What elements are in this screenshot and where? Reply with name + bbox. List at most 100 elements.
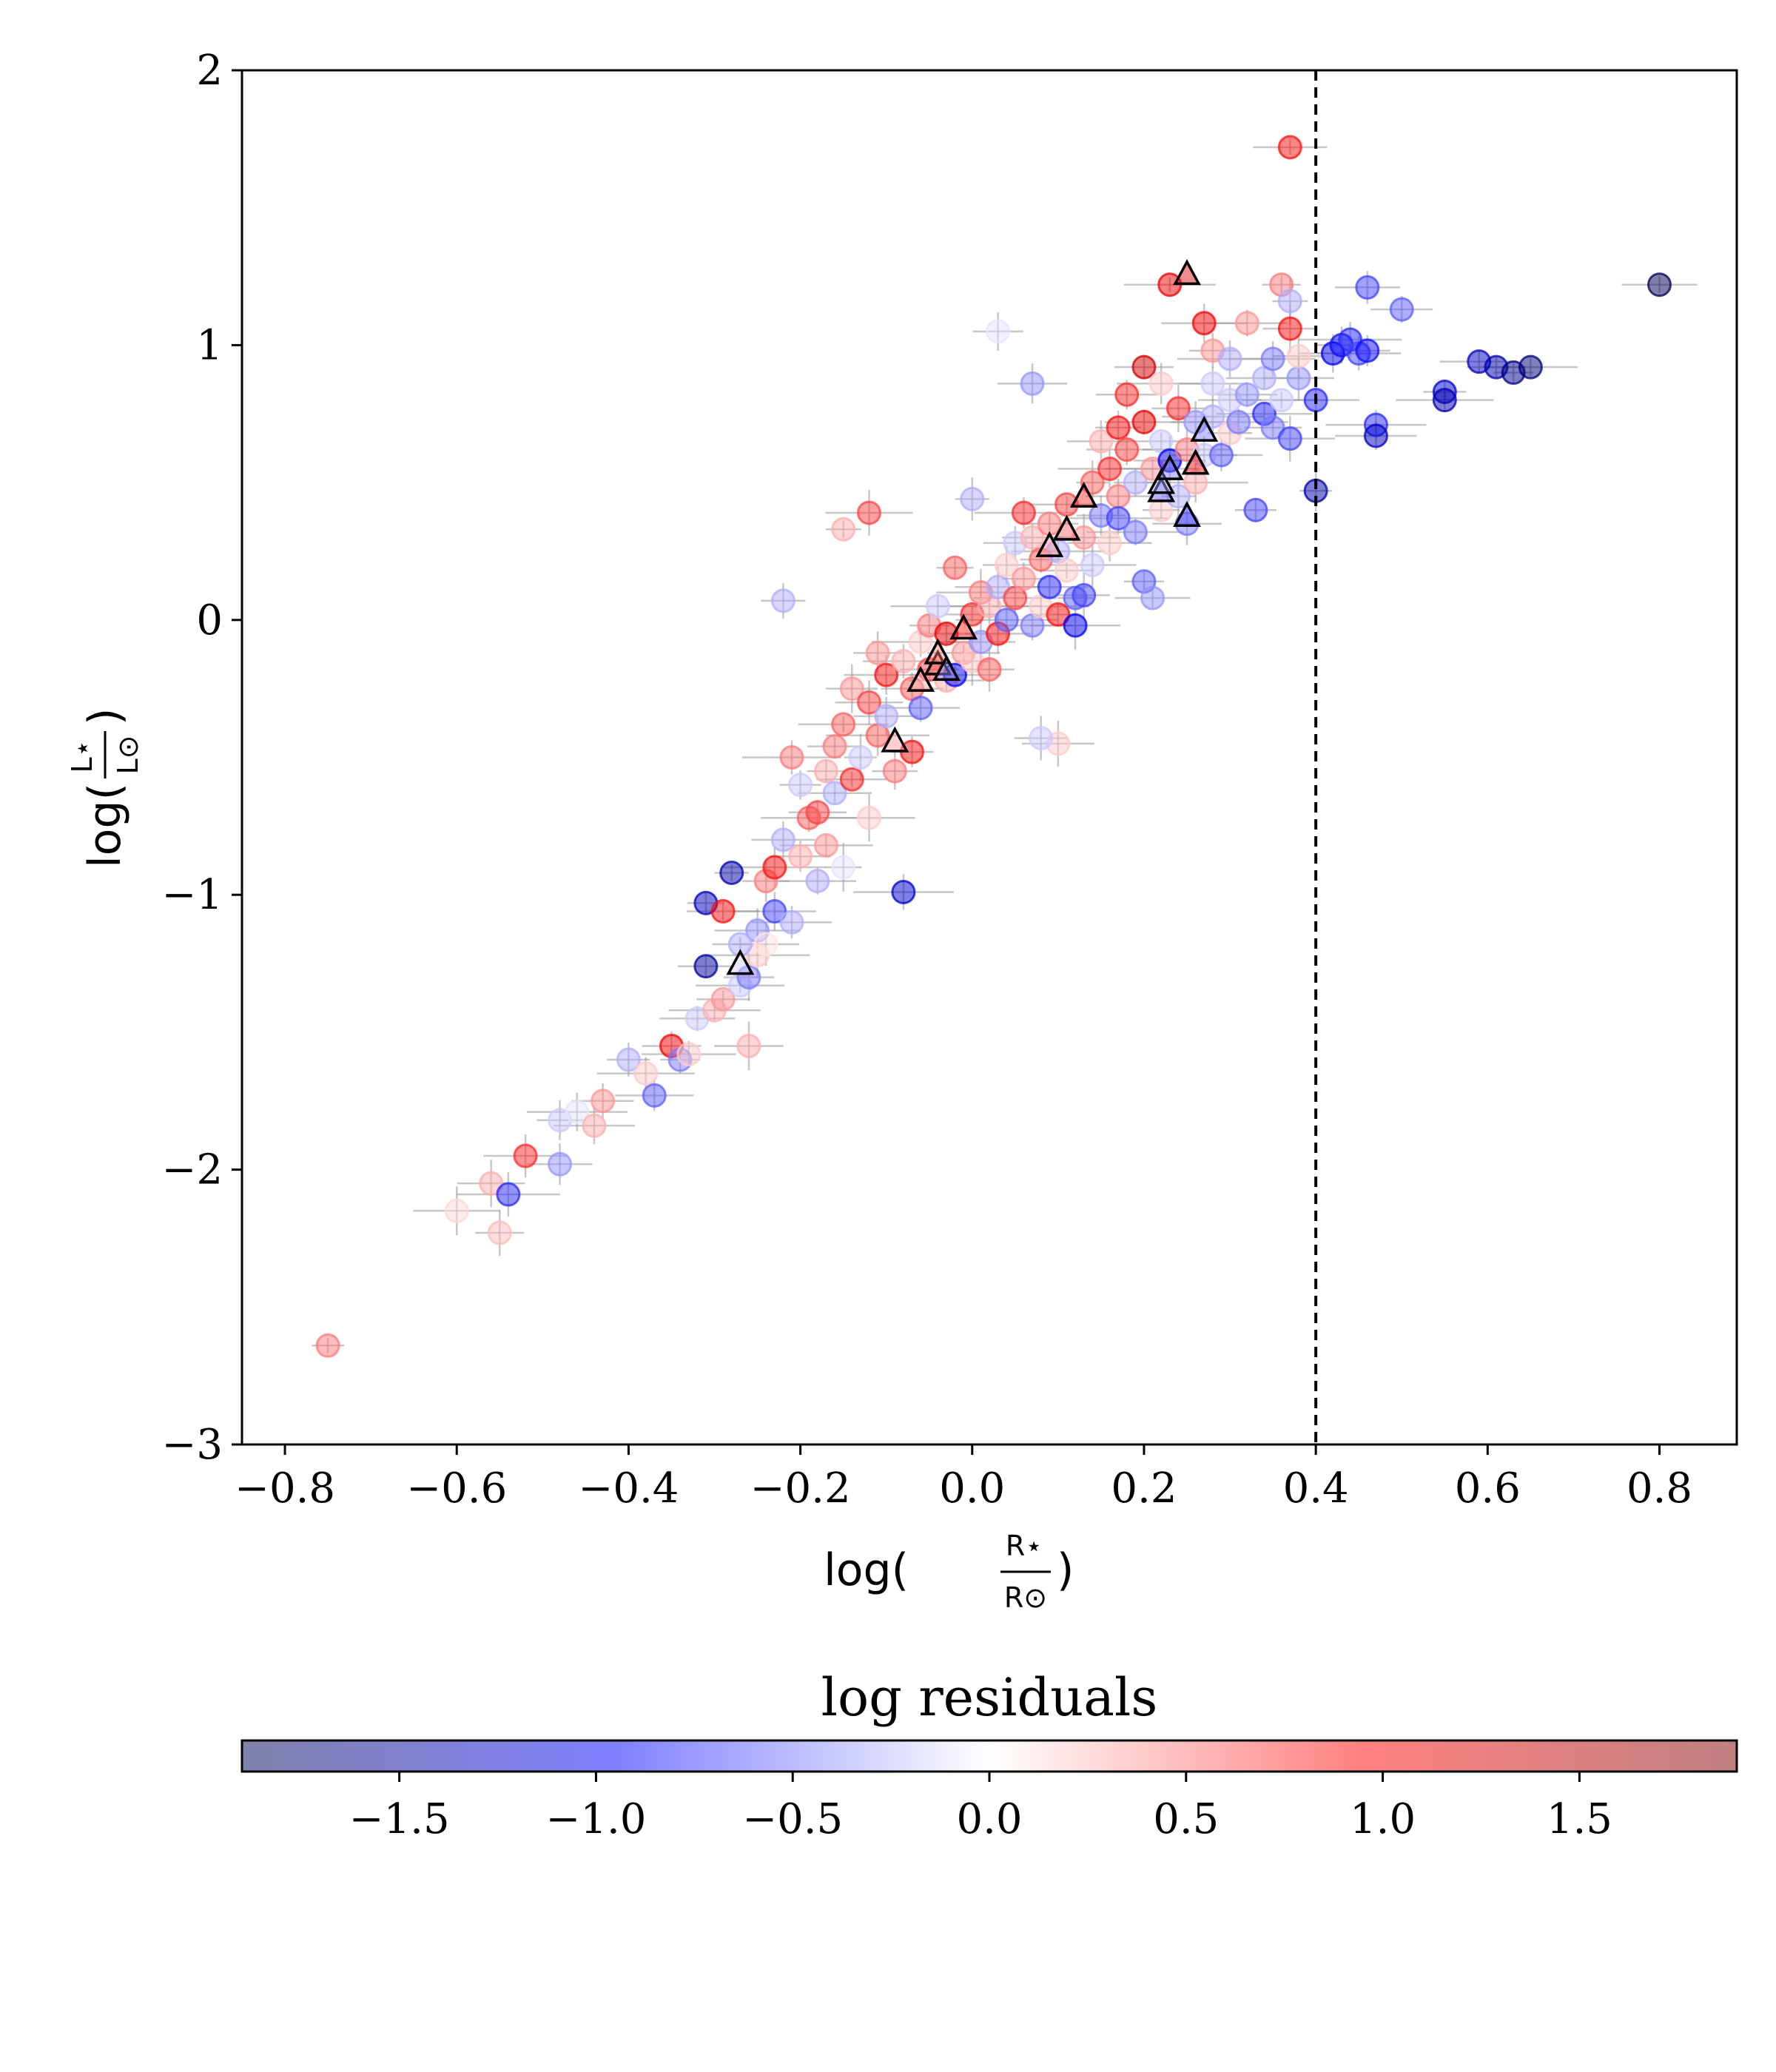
data-point [727, 932, 753, 957]
data-point [848, 745, 873, 770]
y-tick-label: 1 [196, 321, 223, 369]
data-point [676, 1042, 702, 1067]
data-point [960, 486, 985, 511]
data-point [1183, 470, 1208, 495]
data-point [1355, 275, 1380, 300]
data-point [1243, 497, 1268, 522]
plot-area: −0.8 −0.6 −0.4 −0.2 0.0 0.2 0.4 0.6 0.8 2 1 0 −1 −2 −… [161, 47, 1738, 1513]
triangle-markers [726, 259, 1219, 975]
x-axis-title-suffix: ) [1057, 1544, 1074, 1596]
data-point [642, 1083, 667, 1108]
colorbar-tick-label: 1.5 [1547, 1795, 1612, 1843]
data-point [616, 1047, 641, 1072]
data-point [1234, 311, 1259, 336]
x-tick-label: 0.2 [1111, 1464, 1177, 1513]
data-point [994, 553, 1019, 578]
data-point [822, 781, 847, 806]
data-point [1037, 574, 1062, 599]
data-point [1277, 316, 1302, 341]
data-point [315, 1333, 340, 1358]
data-point [693, 954, 719, 979]
data-point [874, 662, 899, 687]
triangle-marker [1173, 500, 1201, 528]
y-axis-ticks: 2 1 0 −1 −2 −3 [161, 47, 242, 1469]
triangle-marker [906, 665, 935, 692]
data-point [1131, 354, 1157, 380]
data-point [908, 696, 933, 721]
data-point [1226, 409, 1251, 434]
y-axis-title-numerator: L⋆ [66, 740, 98, 773]
data-point [1063, 613, 1088, 638]
triangle-marker [1155, 454, 1184, 480]
data-point [839, 767, 864, 792]
data-point [865, 640, 890, 665]
data-point [1097, 457, 1123, 482]
data-point [1089, 428, 1114, 454]
data-point [719, 860, 744, 885]
data-point [831, 855, 856, 880]
data-point [1277, 426, 1302, 451]
data-point [1217, 346, 1242, 371]
data-point [891, 649, 916, 674]
data-point [1097, 531, 1123, 556]
data-point [813, 758, 838, 784]
data-point [582, 1113, 607, 1138]
data-point [925, 593, 950, 619]
data-point [943, 555, 968, 580]
data-point [882, 758, 907, 784]
data-point [1208, 443, 1234, 468]
triangle-marker [1052, 514, 1081, 541]
data-point [736, 1033, 761, 1058]
data-point [1148, 371, 1174, 396]
data-point [779, 745, 804, 770]
data-point [1106, 505, 1131, 531]
data-point [788, 773, 813, 798]
data-point [1123, 470, 1148, 495]
triangle-marker [726, 949, 755, 975]
data-point [1647, 272, 1672, 297]
triangle-marker [932, 654, 961, 682]
x-tick-label: 0.8 [1627, 1464, 1692, 1513]
data-point [1277, 135, 1302, 160]
triangle-marker [924, 638, 952, 665]
data-point [1269, 388, 1294, 413]
data-point [1080, 553, 1105, 578]
colorbar-tick-label: 0.0 [956, 1795, 1022, 1843]
y-axis-title-prefix: log( [79, 783, 131, 868]
x-tick-label: −0.8 [235, 1464, 335, 1513]
y-axis-title-suffix: ) [79, 708, 131, 725]
data-point [891, 879, 916, 904]
data-point [487, 1220, 512, 1245]
data-point [1072, 582, 1097, 608]
data-point [710, 986, 736, 1012]
triangle-marker [949, 613, 978, 640]
data-point [1140, 585, 1166, 610]
data-point [565, 1100, 590, 1125]
data-point [1166, 396, 1191, 421]
data-point [788, 844, 813, 869]
data-point [770, 827, 796, 852]
plot-background [242, 70, 1737, 1444]
data-point [779, 909, 804, 935]
data-point [770, 588, 796, 613]
data-point [762, 855, 787, 880]
data-point [856, 690, 881, 715]
y-tick-label: −2 [161, 1146, 223, 1194]
x-tick-label: −0.2 [750, 1464, 851, 1513]
data-point [479, 1171, 504, 1196]
data-point [1131, 409, 1157, 434]
data-point [1191, 311, 1217, 336]
x-axis-ticks: −0.8 −0.6 −0.4 −0.2 0.0 0.2 0.4 0.6 0.8 [235, 1444, 1692, 1513]
y-tick-label: 0 [196, 596, 223, 645]
x-tick-label: 0.4 [1283, 1464, 1349, 1513]
colorbar-tick-label: −1.5 [349, 1795, 450, 1843]
data-point [496, 1182, 521, 1207]
data-point [1011, 566, 1036, 591]
x-axis-title-prefix: log( [824, 1544, 909, 1596]
data-point [1286, 343, 1311, 369]
triangle-marker [1181, 448, 1210, 475]
colorbar: log residuals −1.5 −1.0 −0.5 0.0 0.5 1.0 1.5 [240, 1667, 1738, 1843]
data-point [1355, 338, 1380, 363]
data-point [831, 517, 856, 542]
